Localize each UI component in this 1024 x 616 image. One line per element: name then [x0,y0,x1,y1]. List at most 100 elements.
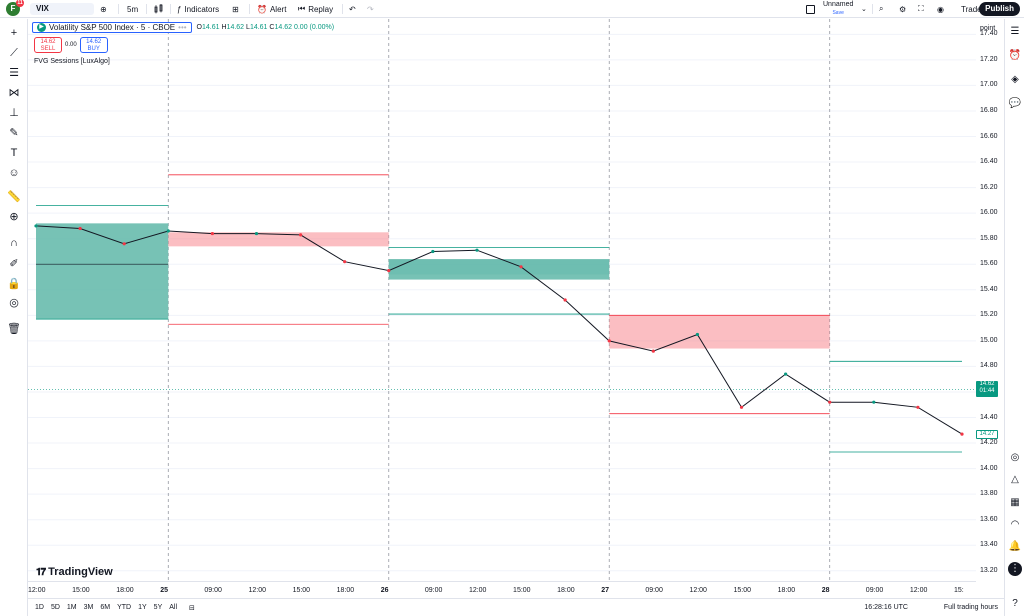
range-button[interactable]: 6M [100,604,111,611]
fib-retracement-icon[interactable]: ☰ [9,67,19,79]
session-type[interactable]: Full trading hours [943,604,998,611]
magnet-icon[interactable]: ∩ [10,237,18,249]
replay-button[interactable]: ⏮ Replay [298,0,333,18]
trend-line-icon[interactable]: ⟋ [10,47,18,59]
range-button[interactable]: 1Y [138,604,147,611]
streams-icon[interactable]: ◠ [1010,519,1020,530]
interval-button[interactable]: 5m [127,4,139,14]
change-value: 0.00 (0.00%) [293,24,335,31]
settings-icon[interactable]: ⚙ [899,4,907,14]
layout-toggle[interactable] [806,0,815,18]
crosshair-icon[interactable]: + [10,27,18,39]
bullish-fvg-zone [388,259,610,275]
ruler-icon[interactable]: 📏 [7,191,21,203]
text-icon[interactable]: T [10,147,18,159]
watchlist-icon[interactable]: ☰ [1010,26,1020,37]
add-symbol-icon[interactable]: ⊕ [100,4,107,14]
last-price-value: 14.62 [979,381,995,388]
eye-icon[interactable]: ◎ [9,297,19,309]
snapshot-icon[interactable]: ◉ [937,4,944,14]
quick-search-icon[interactable]: ⌕ [879,4,884,13]
more-icon[interactable]: ••• [178,23,187,32]
ideas-icon[interactable]: △ [1011,474,1019,485]
lock-icon[interactable]: 🔒 [7,278,21,290]
range-button[interactable]: All [169,604,178,611]
price-point [695,332,700,337]
calendar-icon[interactable]: ▦ [1010,497,1020,508]
symbol-legend[interactable]: ▶ Volatility S&P 500 Index · 5 · CBOE ••… [32,22,192,33]
tradingview-logo-icon: 𝟏𝟕 [36,566,46,578]
redo-icon[interactable]: ↷ [367,4,374,14]
go-to-date-icon[interactable]: ⊟ [189,604,195,612]
alerts-icon[interactable]: ⏰ [1008,50,1022,61]
layout-dropdown-icon[interactable]: ⌄ [861,6,867,13]
fullscreen-icon[interactable]: ⛶ [918,4,924,13]
price-label: 15.00 [980,336,998,344]
indicators-icon: ƒ [177,4,182,14]
close-value: 14.62 [274,24,293,31]
price-point [828,400,832,404]
bottom-toolbar: 1D 5D 1M 3M 6M YTD 1Y 5Y All ⊟ 16:28:16 UTC Full… [28,598,1004,616]
trash-icon[interactable]: 🗑 [7,323,21,335]
layout-save-status: Save [832,10,844,16]
price-label: 14.00 [980,464,998,472]
layout-name[interactable]: Unnamed Save [823,1,853,17]
notifications-icon[interactable]: 🔔 [1008,541,1022,552]
forecast-icon[interactable]: ⊥ [9,107,19,119]
range-button[interactable]: 1D [35,604,44,611]
sell-button[interactable]: 14.62 SELL [34,37,62,53]
buy-button[interactable]: 14.62 BUY [79,37,108,53]
price-label: 13.80 [980,490,998,498]
price-label: 13.60 [980,515,998,523]
time-label: 12:00 [909,587,928,594]
apps-grid-icon[interactable]: ⋮ [1008,562,1022,576]
indicators-button[interactable]: ƒ Indicators [177,0,219,18]
trade-button[interactable]: Trade [961,4,982,14]
range-button[interactable]: YTD [117,604,132,611]
bearish-fvg-zone [168,232,389,247]
user-avatar[interactable]: F 11 [6,0,24,16]
indicators-label: Indicators [184,4,220,14]
time-axis[interactable]: 12:00 15:00 18:00 25 09:00 12:00 15:00 18:00 26 0… [28,581,976,597]
pattern-icon[interactable]: ⋈ [8,87,20,99]
drawing-toolbar: + ⟋ ☰ ⋈ ⊥ ✎ T ☺ 📏 ⊕ ∩ ✐ 🔒 ◎ 🗑 [0,19,28,616]
help-icon[interactable]: ? [1012,598,1018,609]
range-button[interactable]: 3M [83,604,94,611]
price-point [166,229,170,233]
price-axis[interactable]: point 17.40 17.20 17.00 16.80 16.60 16.40 16.2… [976,19,1004,589]
utc-clock[interactable]: 16:28:16 UTC [864,604,908,611]
publish-button[interactable]: Publish [979,2,1020,16]
zoom-in-icon[interactable]: ⊕ [9,211,19,223]
time-label: 12:00 [689,587,707,594]
range-button[interactable]: 5D [50,604,60,611]
symbol-search[interactable]: VIX [30,3,94,15]
undo-icon[interactable]: ↶ [349,4,356,14]
price-chart[interactable] [28,19,976,581]
time-label: 12:00 [468,587,487,594]
high-value: 14.62 [226,24,245,31]
templates-icon[interactable]: ⊞ [232,4,239,14]
bullish-fvg-zone [36,223,169,320]
stay-drawing-icon[interactable]: ✐ [9,258,19,270]
fvg-price-tag: 14.27 [976,430,998,440]
buy-price: 14.62 [86,39,102,45]
target-icon[interactable]: ◎ [1010,452,1020,463]
price-point [739,405,744,409]
chat-icon[interactable]: 💬 [1008,98,1022,109]
alert-button[interactable]: ⏰ Alert [257,0,286,18]
data-window-icon[interactable]: ◈ [1011,74,1019,85]
emoji-icon[interactable]: ☺ [8,167,20,179]
brush-icon[interactable]: ✎ [9,127,19,139]
price-point [784,372,788,376]
last-price-tag: 14.62 01:44 [976,381,998,398]
time-label: 09:00 [865,587,884,594]
price-point [210,231,214,236]
price-point [475,248,479,252]
time-label-day: 27 [601,587,610,594]
price-label: 15.60 [980,260,998,268]
avatar-letter: F [10,4,16,13]
indicator-legend[interactable]: FVG Sessions [LuxAlgo] [34,58,110,65]
chart-type-icon[interactable] [154,0,164,18]
range-button[interactable]: 5Y [153,604,163,611]
range-button[interactable]: 1M [66,604,77,611]
